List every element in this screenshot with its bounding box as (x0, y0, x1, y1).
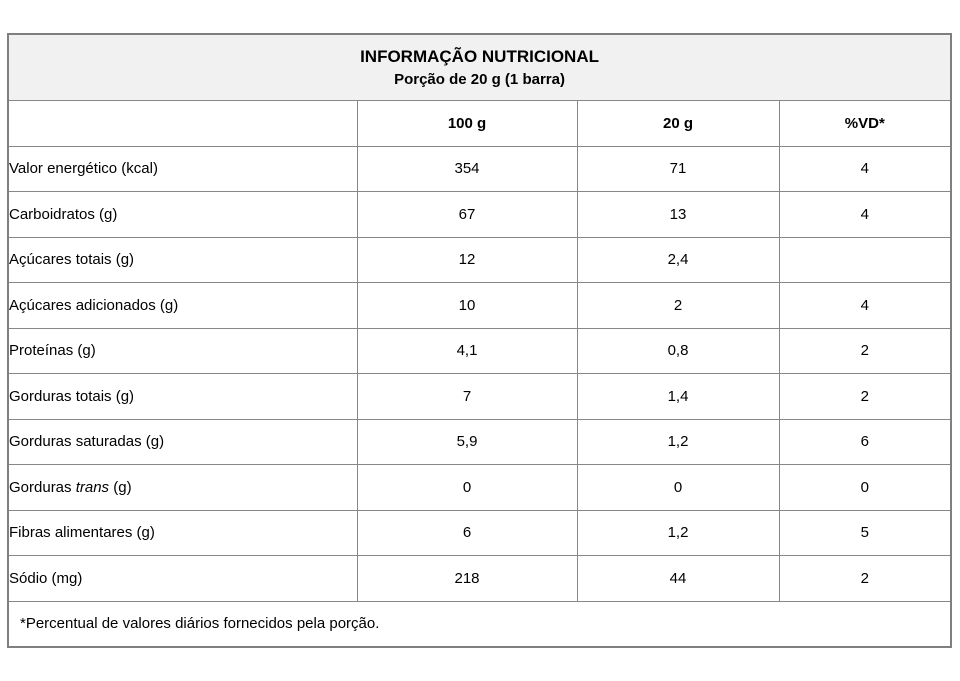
nutrient-label: Gorduras totais (g) (7, 373, 358, 420)
nutrient-label: Fibras alimentares (g) (7, 509, 358, 556)
nutrient-label: Carboidratos (g) (7, 191, 358, 238)
value-vd: 2 (778, 327, 952, 374)
table-title: INFORMAÇÃO NUTRICIONAL (360, 46, 599, 66)
column-header-empty (7, 99, 358, 147)
value-vd: 6 (778, 418, 952, 465)
value-vd: 2 (778, 555, 952, 602)
table-row: Açúcares adicionados (g) 10 2 4 (7, 282, 952, 329)
nutrition-facts-table: INFORMAÇÃO NUTRICIONAL Porção de 20 g (1… (7, 33, 953, 648)
table-row: Sódio (mg) 218 44 2 (7, 555, 952, 602)
nutrient-rows: Valor energético (kcal) 354 71 4 Carboidrato… (7, 145, 952, 602)
value-vd: 4 (778, 191, 952, 238)
nutrient-label: Gorduras trans (g) (7, 464, 358, 511)
nutrient-label: Proteínas (g) (7, 327, 358, 374)
value-vd: 0 (778, 464, 952, 511)
nutrient-label: Sódio (mg) (7, 555, 358, 602)
footnote-row: *Percentual de valores diários fornecido… (7, 600, 952, 648)
footnote: *Percentual de valores diários fornecido… (7, 600, 952, 648)
value-20g: 71 (576, 145, 780, 192)
table-row: Proteínas (g) 4,1 0,8 2 (7, 327, 952, 374)
table-row: Carboidratos (g) 67 13 4 (7, 191, 952, 238)
value-20g: 0 (576, 464, 780, 511)
value-100g: 354 (356, 145, 578, 192)
table-row: Gorduras saturadas (g) 5,9 1,2 6 (7, 418, 952, 465)
value-20g: 44 (576, 555, 780, 602)
column-header-row: 100 g 20 g %VD* (7, 99, 952, 147)
nutrient-label: Açúcares totais (g) (7, 236, 358, 283)
column-header-100g: 100 g (356, 99, 578, 147)
value-100g: 67 (356, 191, 578, 238)
table-row: Fibras alimentares (g) 6 1,2 5 (7, 509, 952, 556)
value-20g: 1,2 (576, 509, 780, 556)
table-row: Valor energético (kcal) 354 71 4 (7, 145, 952, 192)
nutrition-label: INFORMAÇÃO NUTRICIONAL Porção de 20 g (1… (7, 33, 953, 648)
value-20g: 2,4 (576, 236, 780, 283)
value-20g: 0,8 (576, 327, 780, 374)
nutrient-label: Açúcares adicionados (g) (7, 282, 358, 329)
value-20g: 13 (576, 191, 780, 238)
value-20g: 1,2 (576, 418, 780, 465)
value-vd: 4 (778, 145, 952, 192)
value-100g: 218 (356, 555, 578, 602)
nutrient-label: Gorduras saturadas (g) (7, 418, 358, 465)
value-vd: 2 (778, 373, 952, 420)
value-vd: 4 (778, 282, 952, 329)
title-header-cell: INFORMAÇÃO NUTRICIONAL Porção de 20 g (1… (7, 33, 952, 101)
table-row: Açúcares totais (g) 12 2,4 (7, 236, 952, 283)
title-header-row: INFORMAÇÃO NUTRICIONAL Porção de 20 g (1… (7, 33, 952, 101)
value-100g: 10 (356, 282, 578, 329)
column-header-vd: %VD* (778, 99, 952, 147)
table-row: Gorduras totais (g) 7 1,4 2 (7, 373, 952, 420)
value-100g: 4,1 (356, 327, 578, 374)
value-vd: 5 (778, 509, 952, 556)
value-20g: 2 (576, 282, 780, 329)
value-100g: 5,9 (356, 418, 578, 465)
column-header-20g: 20 g (576, 99, 780, 147)
nutrient-label: Valor energético (kcal) (7, 145, 358, 192)
value-20g: 1,4 (576, 373, 780, 420)
value-100g: 12 (356, 236, 578, 283)
value-vd (778, 236, 952, 283)
value-100g: 7 (356, 373, 578, 420)
value-100g: 0 (356, 464, 578, 511)
value-100g: 6 (356, 509, 578, 556)
table-row: Gorduras trans (g) 0 0 0 (7, 464, 952, 511)
table-subtitle: Porção de 20 g (1 barra) (394, 70, 565, 88)
